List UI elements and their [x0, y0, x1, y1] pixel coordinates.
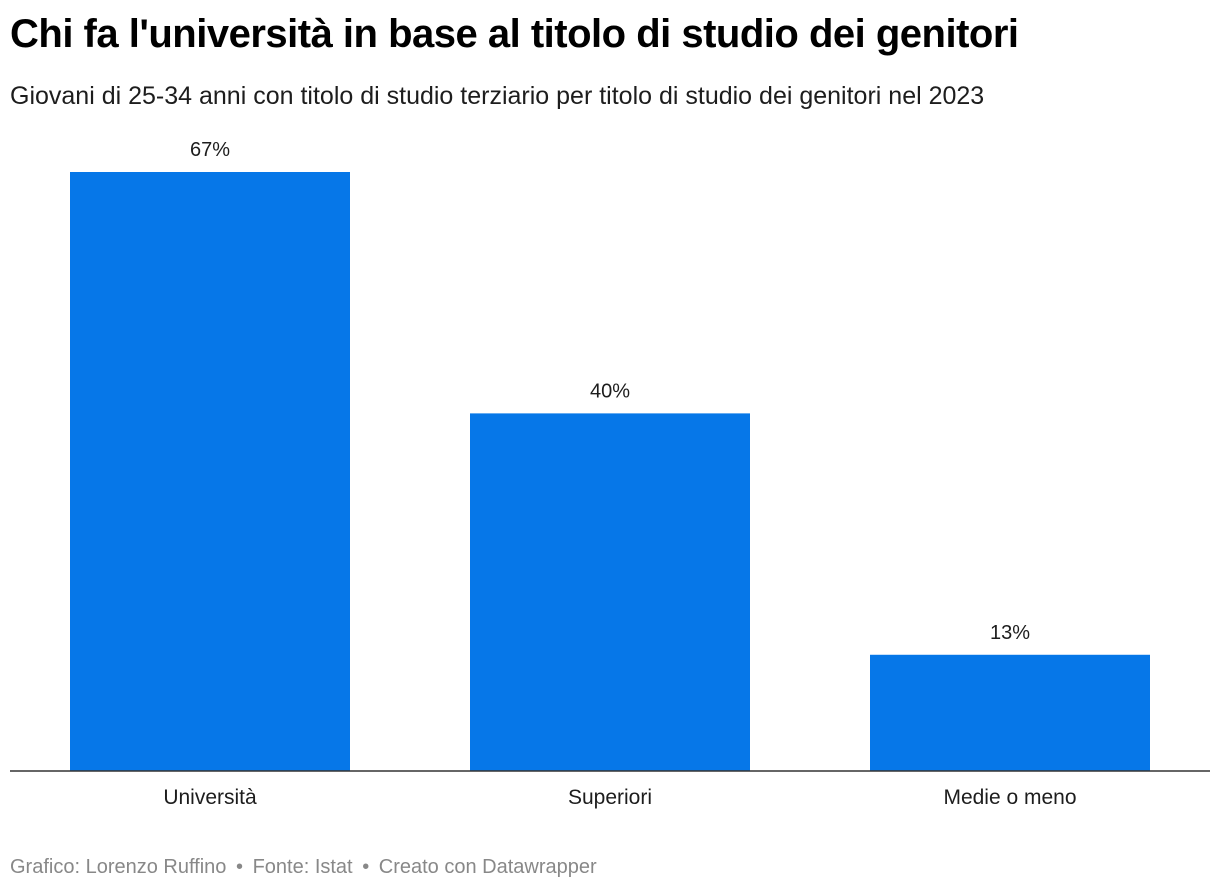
x-tick-label: Superiori — [568, 786, 652, 809]
footer-separator: • — [235, 856, 243, 878]
footer-credit: Grafico: Lorenzo Ruffino — [10, 856, 227, 878]
bar — [70, 172, 350, 771]
chart-title: Chi fa l'università in base al titolo di… — [10, 12, 1019, 56]
x-tick-label: Medie o meno — [943, 786, 1076, 809]
footer-separator: • — [362, 856, 370, 878]
bar — [870, 654, 1150, 771]
bar-value-label: 40% — [590, 380, 630, 402]
bar-value-label: 13% — [990, 622, 1030, 644]
footer-source: Fonte: Istat — [252, 856, 353, 878]
chart-subtitle: Giovani di 25-34 anni con titolo di stud… — [10, 82, 985, 110]
bar-value-label: 67% — [190, 139, 230, 161]
x-tick-label: Università — [163, 786, 257, 809]
chart-footer: Grafico: Lorenzo Ruffino • Fonte: Istat … — [10, 856, 597, 879]
footer-created-with: Creato con Datawrapper — [378, 856, 597, 878]
bar — [470, 413, 750, 771]
bar-chart: 67% Università 40% Superiori 13% Medie o meno — [10, 139, 1210, 809]
